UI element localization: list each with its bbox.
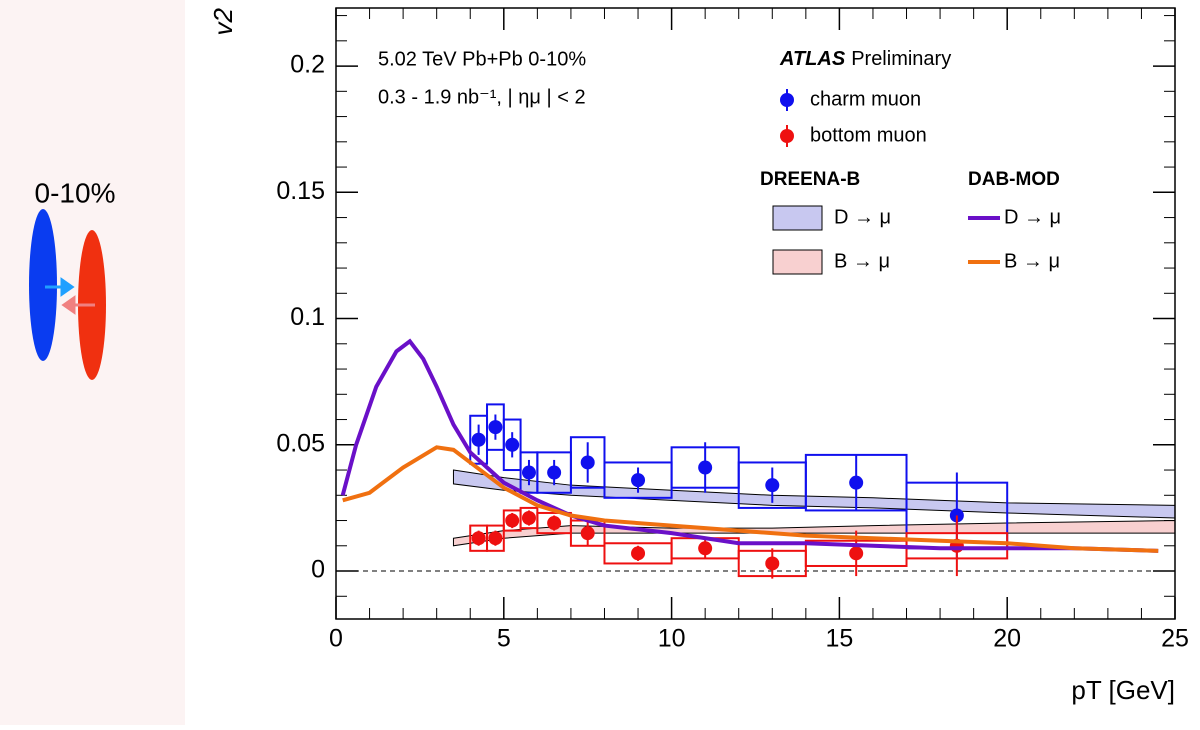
data-point (849, 475, 864, 490)
model-line (340, 338, 1159, 553)
data-point (849, 546, 864, 561)
data-point (698, 541, 713, 556)
annotation: 5.02 TeV Pb+Pb 0-10% (378, 48, 586, 70)
data-point (698, 460, 713, 475)
legend-marker (780, 93, 794, 107)
x-tick-label: 20 (993, 625, 1021, 653)
data-point (488, 420, 503, 435)
systematic-box (486, 524, 505, 552)
data-point (521, 511, 536, 526)
systematic-box (502, 418, 522, 472)
legend-marker (780, 129, 794, 143)
legend-label: B → μ (834, 250, 890, 272)
experiment-note: Preliminary (851, 48, 951, 70)
x-tick-label: 10 (658, 625, 686, 653)
y-tick-label: 0.2 (290, 51, 325, 79)
data-point (471, 531, 486, 546)
x-tick-label: 15 (825, 625, 853, 653)
x-tick-label: 0 (329, 625, 343, 653)
legend-group-title: DAB-MOD (968, 169, 1060, 190)
y-tick-label: 0.05 (276, 429, 325, 457)
data-point (521, 465, 536, 480)
data-point (580, 455, 595, 470)
x-tick-label: 25 (1161, 625, 1189, 653)
data-point (631, 546, 646, 561)
data-point (765, 478, 780, 493)
model-line (342, 445, 1159, 553)
data-point (580, 526, 595, 541)
data-point (471, 432, 486, 447)
y-tick-label: 0 (311, 556, 325, 584)
y-axis-label: v2 (208, 7, 238, 35)
legend-label: B → μ (1004, 250, 1060, 272)
legend-label: bottom muon (810, 124, 927, 146)
legend-label: charm muon (810, 88, 921, 110)
arrow (45, 277, 75, 297)
y-tick-label: 0.1 (290, 303, 325, 331)
data-point (631, 473, 646, 488)
data-point (547, 465, 562, 480)
data-point (547, 516, 562, 531)
annotation: 0.3 - 1.9 nb⁻¹, | ημ | < 2 (378, 86, 586, 108)
arrow (61, 295, 95, 315)
x-tick-label: 5 (497, 625, 511, 653)
data-point (505, 513, 520, 528)
legend-group-title: DREENA-B (760, 169, 860, 190)
legend-label: D → μ (834, 206, 891, 228)
data-point (505, 437, 520, 452)
experiment: ATLAS (779, 48, 846, 70)
nucleus-blue (29, 209, 57, 361)
legend-label: D → μ (1004, 206, 1061, 228)
legend-band (772, 249, 823, 275)
side-label: 0-10% (35, 177, 116, 208)
data-point (765, 556, 780, 571)
x-axis-label: pT [GeV] (1071, 675, 1175, 705)
legend-band (772, 205, 823, 231)
data-point (488, 531, 503, 546)
plot-frame (335, 7, 1176, 620)
experiment-label: ATLAS Preliminary (779, 48, 951, 70)
y-tick-label: 0.15 (276, 177, 325, 205)
